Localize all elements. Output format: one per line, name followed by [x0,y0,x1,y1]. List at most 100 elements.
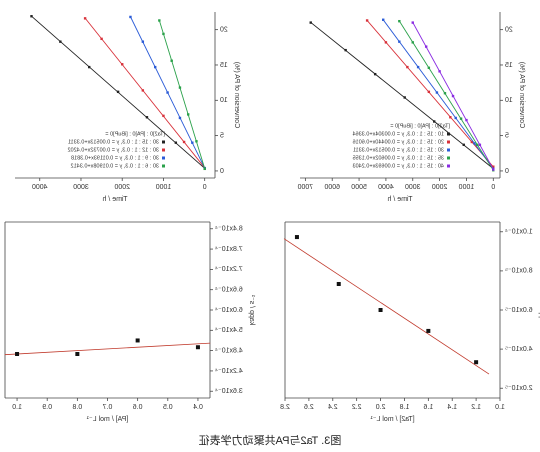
legend-label: 35 : 15 : 1 : 0.3, y = 0.00602x+0.1355 [353,155,444,161]
data-point [203,167,206,171]
y-tick-label: 15 [505,62,513,69]
data-point [182,140,186,144]
data-point [398,19,401,23]
y-tick-label: 0 [220,168,224,175]
legend-label: 30 : 9 : 1 : 0.3, y = 0.01193x+0.3818 [71,155,159,161]
data-point [473,142,476,145]
x-axis-label: [PA] / mol L⁻¹ [86,416,128,423]
x-tick-label: 0.5 [163,404,173,411]
x-tick-label: 1.2 [471,404,481,411]
x-tick-label: 3000 [73,184,89,191]
fit-line [283,238,490,375]
data-point [116,90,120,94]
legend-title: [Ta2]0 : [PA]0 : [iBuP]0 = [390,123,450,129]
legend-marker [162,156,165,160]
data-point [100,37,103,41]
data-point [83,17,87,20]
data-point [336,281,341,286]
y-tick-label: 5 [220,132,224,139]
y-axis-label: Conversion of PA (%) [233,62,240,128]
x-tick-label: 2000 [114,184,130,191]
y-tick-label: 4.8x10⁻⁴ [215,347,243,354]
data-point [129,15,132,19]
x-axis-label: Time / h [102,196,127,203]
x-tick-label: 2.2 [352,404,362,411]
x-tick-label: 0.6 [133,404,143,411]
data-point [449,116,452,119]
y-tick-label: 8.4x10⁻⁴ [215,226,243,233]
data-point [474,360,479,365]
legend-label: 30 : 6 : 1 : 0.3, y = 0.01908x+0.3412 [71,163,159,169]
x-tick-label: 0.4 [193,404,203,411]
y-tick-label: 7.8x10⁻⁴ [215,246,243,253]
data-point [443,92,447,95]
data-point [406,65,409,69]
data-point [378,308,383,312]
data-point [195,140,198,143]
y-tick-label: 10 [220,97,228,104]
data-point [438,70,441,73]
legend-marker [447,164,450,168]
x-tick-label: 4000 [378,184,394,191]
data-point [454,116,457,120]
data-point [162,114,165,118]
data-point [88,65,91,69]
data-point [178,86,182,89]
legend-marker [447,148,450,152]
x-tick-label: 3000 [405,184,421,191]
data-point [344,48,347,52]
caption: 图3. Ta2与PA共聚动力学表征 [199,433,342,447]
data-point [135,338,140,343]
data-point [178,116,182,120]
y-tick-label: 10 [505,97,513,104]
data-point [59,40,62,43]
legend-marker [447,132,450,136]
data-point [470,140,474,144]
data-point [426,328,431,333]
data-point [435,91,439,94]
data-point [145,116,149,119]
data-point [191,141,194,144]
x-tick-label: 2.8 [280,404,290,411]
legend-label: 30 : 15 : 1 : 0.3, y = 0.00513x+0.3311 [68,139,159,145]
x-tick-label: 0 [491,184,495,191]
x-tick-label: 2.6 [304,404,314,411]
data-point [365,19,369,22]
data-point [75,352,80,356]
x-tick-label: 0.8 [72,404,82,411]
data-point [459,117,463,120]
x-tick-label: 5000 [351,184,367,191]
data-point [424,45,428,48]
y-axis-label: Conversion of PA (%) [518,62,525,128]
data-point [174,141,178,144]
y-tick-label: 4.0x10⁻⁵ [505,346,533,353]
legend-title: [Ta2]0 : [PA]0 : [iBuP]0 = [105,131,165,137]
data-point [433,120,436,123]
data-point [195,345,200,350]
data-point [492,165,495,168]
x-tick-label: 4000 [32,184,48,191]
data-point [475,143,479,146]
data-point [427,90,431,94]
y-tick-label: 15 [220,62,228,69]
x-tick-label: 2.4 [328,404,338,411]
y-tick-label: 20 [505,27,513,34]
data-point [309,21,312,24]
data-point [465,118,468,122]
legend-label: 30 : 12 : 1 : 0.3, y = 0.00732x+0.4202 [68,147,159,153]
x-tick-label: 1.6 [423,404,433,411]
x-tick-label: 1.0 [495,404,505,411]
data-point [403,96,406,99]
x-axis-label: Time / h [387,196,412,203]
data-point [416,65,420,69]
x-tick-label: 1.0 [12,404,22,411]
y-tick-label: 1.0x10⁻⁴ [505,229,533,236]
y-tick-label: 2.0x10⁻⁵ [505,385,533,392]
x-tick-label: 2.0 [376,404,386,411]
data-point [478,143,482,146]
data-point [462,143,465,146]
y-tick-label: 3.6x10⁻⁴ [215,388,243,395]
mirrored-figure: 图3. Ta2与PA共聚动力学表征 0100020003000400005101… [4,12,540,447]
